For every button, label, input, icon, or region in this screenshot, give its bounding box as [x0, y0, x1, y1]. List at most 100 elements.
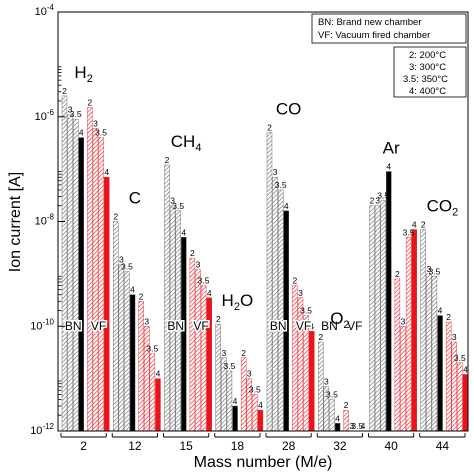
bar-temp-label: 4: [207, 288, 212, 298]
bar-temp-label: 3: [298, 288, 303, 298]
bar-bn-12: [113, 221, 119, 432]
bar-temp-label: 3.5: [300, 306, 312, 316]
bar-bn-2: [72, 118, 79, 432]
bar-temp-label: 3.5: [377, 191, 389, 201]
bar-temp-label: 2: [113, 212, 118, 222]
bar-temp-label: 3.5: [224, 361, 236, 371]
bar-vf-40: [411, 229, 417, 432]
bar-temp-label: 3: [170, 196, 175, 206]
bar-vf-2: [103, 177, 110, 432]
bar-bn-40: [369, 205, 375, 432]
y-tick-label: 10-4: [35, 3, 55, 18]
bar-temp-label: 3.5: [172, 201, 184, 211]
gas-label: H2: [74, 63, 92, 85]
bar-bn-12: [118, 264, 125, 432]
bar-temp-label: 3: [452, 332, 457, 342]
bar-temp-label: 3.5: [146, 344, 158, 354]
x-tick-label: 15: [179, 439, 193, 453]
bar-bn-18: [226, 370, 233, 432]
bar-vf-32: [343, 409, 349, 432]
legend-entry-300c: 3: 300°C: [409, 62, 446, 73]
bar-temp-label: 4: [130, 285, 135, 295]
bar-temp-label: 2: [267, 123, 272, 133]
bar-vf-40: [400, 326, 406, 432]
x-axis: 2 12 15 18 28 32 40 44: [60, 433, 466, 453]
bar-temp-label: 3.5: [403, 227, 415, 237]
bar-temp-label: 2: [190, 248, 195, 258]
x-tick-label: 44: [436, 439, 450, 453]
bar-temp-label: 2: [344, 400, 349, 410]
bar-temp-label: 4: [361, 421, 366, 431]
bar-temp-label: 2: [446, 312, 451, 322]
bar-bn-32: [334, 423, 341, 432]
bar-vf-28: [297, 297, 304, 432]
bar-temp-label: 3: [93, 118, 98, 128]
bar-temp-label: 3.5: [95, 128, 107, 138]
bar-vf-15: [195, 269, 201, 432]
bar-bn-15: [181, 237, 187, 432]
bar-temp-label: 3: [144, 316, 149, 326]
bar-bn-18: [232, 405, 238, 432]
bar-bn-12: [129, 294, 136, 432]
bar-temp-label: 2: [370, 196, 375, 206]
bar-vf-28: [292, 285, 298, 432]
bar-vf-18: [240, 357, 247, 432]
bar-temp-label: 4: [233, 396, 238, 406]
bar-bn-2: [67, 114, 73, 432]
gas-label: CH4: [171, 132, 202, 154]
bar-temp-label: 3.5: [326, 389, 338, 399]
bars-layer: [61, 95, 469, 432]
bar-bn-32: [318, 341, 324, 432]
gas-label: C: [129, 189, 141, 208]
bar-bn-28: [272, 177, 278, 432]
legend-entry-vf: VF: Vacuum fired chamber: [318, 30, 430, 41]
bar-temp-label: 2: [165, 155, 170, 165]
bar-temp-label: 4: [284, 201, 289, 211]
bar-vf-44: [462, 374, 469, 432]
x-tick-label: 2: [80, 439, 87, 453]
bar-temp-label: 3: [375, 196, 380, 206]
bar-bn-40: [386, 171, 392, 432]
bar-temp-label: 3: [401, 316, 406, 326]
legend-temperatures-box: [393, 46, 467, 98]
bar-bn-2: [61, 95, 68, 432]
bar-temp-label: 4: [258, 400, 263, 410]
x-tick-label: 12: [128, 439, 142, 453]
bar-temp-label: 4: [412, 220, 417, 230]
bar-bn-32: [329, 399, 335, 432]
bar-vf-15: [200, 285, 207, 432]
legend-entry-400c: 4: 400°C: [409, 86, 446, 97]
bar-vf-12: [155, 378, 161, 432]
chamber-label: BN: [65, 319, 82, 333]
x-tick-label: 28: [282, 439, 296, 453]
bar-temp-label: 4: [79, 128, 84, 138]
bar-temp-label: 3.5: [351, 421, 363, 431]
bar-temp-label: 3.5: [454, 353, 466, 363]
bar-temp-label: 3: [426, 264, 431, 274]
bar-bn-12: [124, 271, 130, 432]
bar-vf-12: [144, 326, 150, 432]
bar-temp-label: 4: [335, 413, 340, 423]
bar-temp-label: 3.5: [249, 384, 261, 394]
bar-temp-label: 2: [395, 269, 400, 279]
x-axis-label: Mass number (M/e): [194, 454, 333, 471]
legend-temperatures: 2: 200°C 3: 300°C 3.5: 350°C 4: 400°C: [393, 46, 467, 98]
bar-temp-label: 2: [62, 86, 67, 96]
chamber-label: VF: [296, 319, 311, 333]
bar-temp-label: 3: [68, 105, 73, 115]
bar-vf-40: [405, 237, 412, 432]
bar-bn-28: [266, 132, 273, 432]
bar-bn-40: [374, 205, 381, 432]
bar-vf-18: [252, 394, 258, 432]
bar-vf-18: [257, 409, 264, 432]
gas-label: CO2: [427, 197, 459, 219]
x-tick-label: 40: [384, 439, 398, 453]
bar-vf-2: [98, 137, 104, 432]
y-tick-label: 10-10: [30, 317, 54, 332]
bar-vf-2: [87, 107, 93, 432]
bar-temp-label: 4: [309, 321, 314, 331]
bar-temp-label: 4: [386, 162, 391, 172]
chamber-label: VF: [347, 319, 362, 333]
bar-temp-label: 3: [273, 167, 278, 177]
